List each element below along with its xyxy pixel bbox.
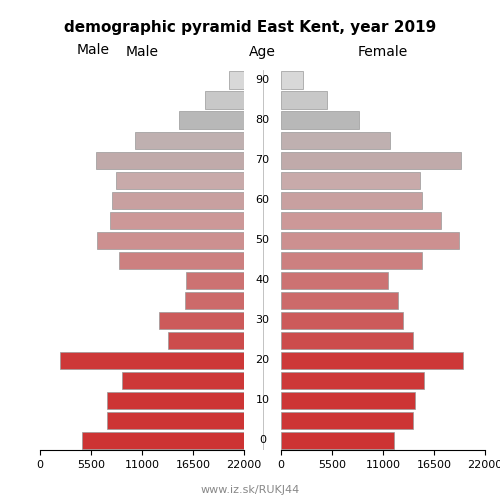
Bar: [60, 352, 244, 368]
Bar: [107, 412, 244, 428]
Text: 30: 30: [256, 315, 270, 325]
Text: Male: Male: [126, 45, 158, 59]
Bar: [281, 332, 412, 348]
Text: Male: Male: [76, 44, 110, 58]
Text: 40: 40: [256, 275, 270, 285]
Bar: [184, 292, 244, 308]
Text: 90: 90: [256, 75, 270, 85]
Bar: [281, 372, 424, 388]
Bar: [134, 132, 244, 148]
Bar: [281, 312, 404, 328]
Text: demographic pyramid East Kent, year 2019: demographic pyramid East Kent, year 2019: [64, 20, 436, 35]
Bar: [281, 292, 398, 308]
Bar: [281, 432, 394, 448]
Text: 80: 80: [256, 115, 270, 125]
Bar: [281, 152, 461, 168]
Text: 10: 10: [256, 395, 270, 405]
Bar: [281, 92, 328, 108]
Bar: [110, 212, 244, 228]
Text: 20: 20: [256, 355, 270, 365]
Bar: [179, 112, 244, 128]
Bar: [281, 272, 388, 288]
Bar: [281, 172, 420, 188]
Text: 0: 0: [259, 435, 266, 445]
Bar: [119, 252, 244, 268]
Bar: [96, 152, 244, 168]
Bar: [281, 252, 422, 268]
Bar: [281, 412, 412, 428]
Bar: [205, 92, 244, 108]
Text: 60: 60: [256, 195, 270, 205]
Bar: [281, 232, 459, 248]
Bar: [281, 112, 359, 128]
Bar: [158, 312, 244, 328]
Bar: [281, 212, 440, 228]
Bar: [168, 332, 244, 348]
Text: Age: Age: [249, 45, 276, 59]
Bar: [281, 352, 463, 368]
Bar: [281, 132, 390, 148]
Bar: [186, 272, 244, 288]
Bar: [229, 72, 244, 88]
Bar: [281, 192, 422, 208]
Bar: [122, 372, 244, 388]
Bar: [107, 392, 244, 408]
Bar: [281, 392, 415, 408]
Bar: [98, 232, 244, 248]
Text: 70: 70: [256, 155, 270, 165]
Bar: [82, 432, 244, 448]
Bar: [281, 72, 303, 88]
Text: Female: Female: [358, 45, 408, 59]
Bar: [116, 172, 244, 188]
Bar: [112, 192, 244, 208]
Text: www.iz.sk/RUKJ44: www.iz.sk/RUKJ44: [200, 485, 300, 495]
Text: 50: 50: [256, 235, 270, 245]
